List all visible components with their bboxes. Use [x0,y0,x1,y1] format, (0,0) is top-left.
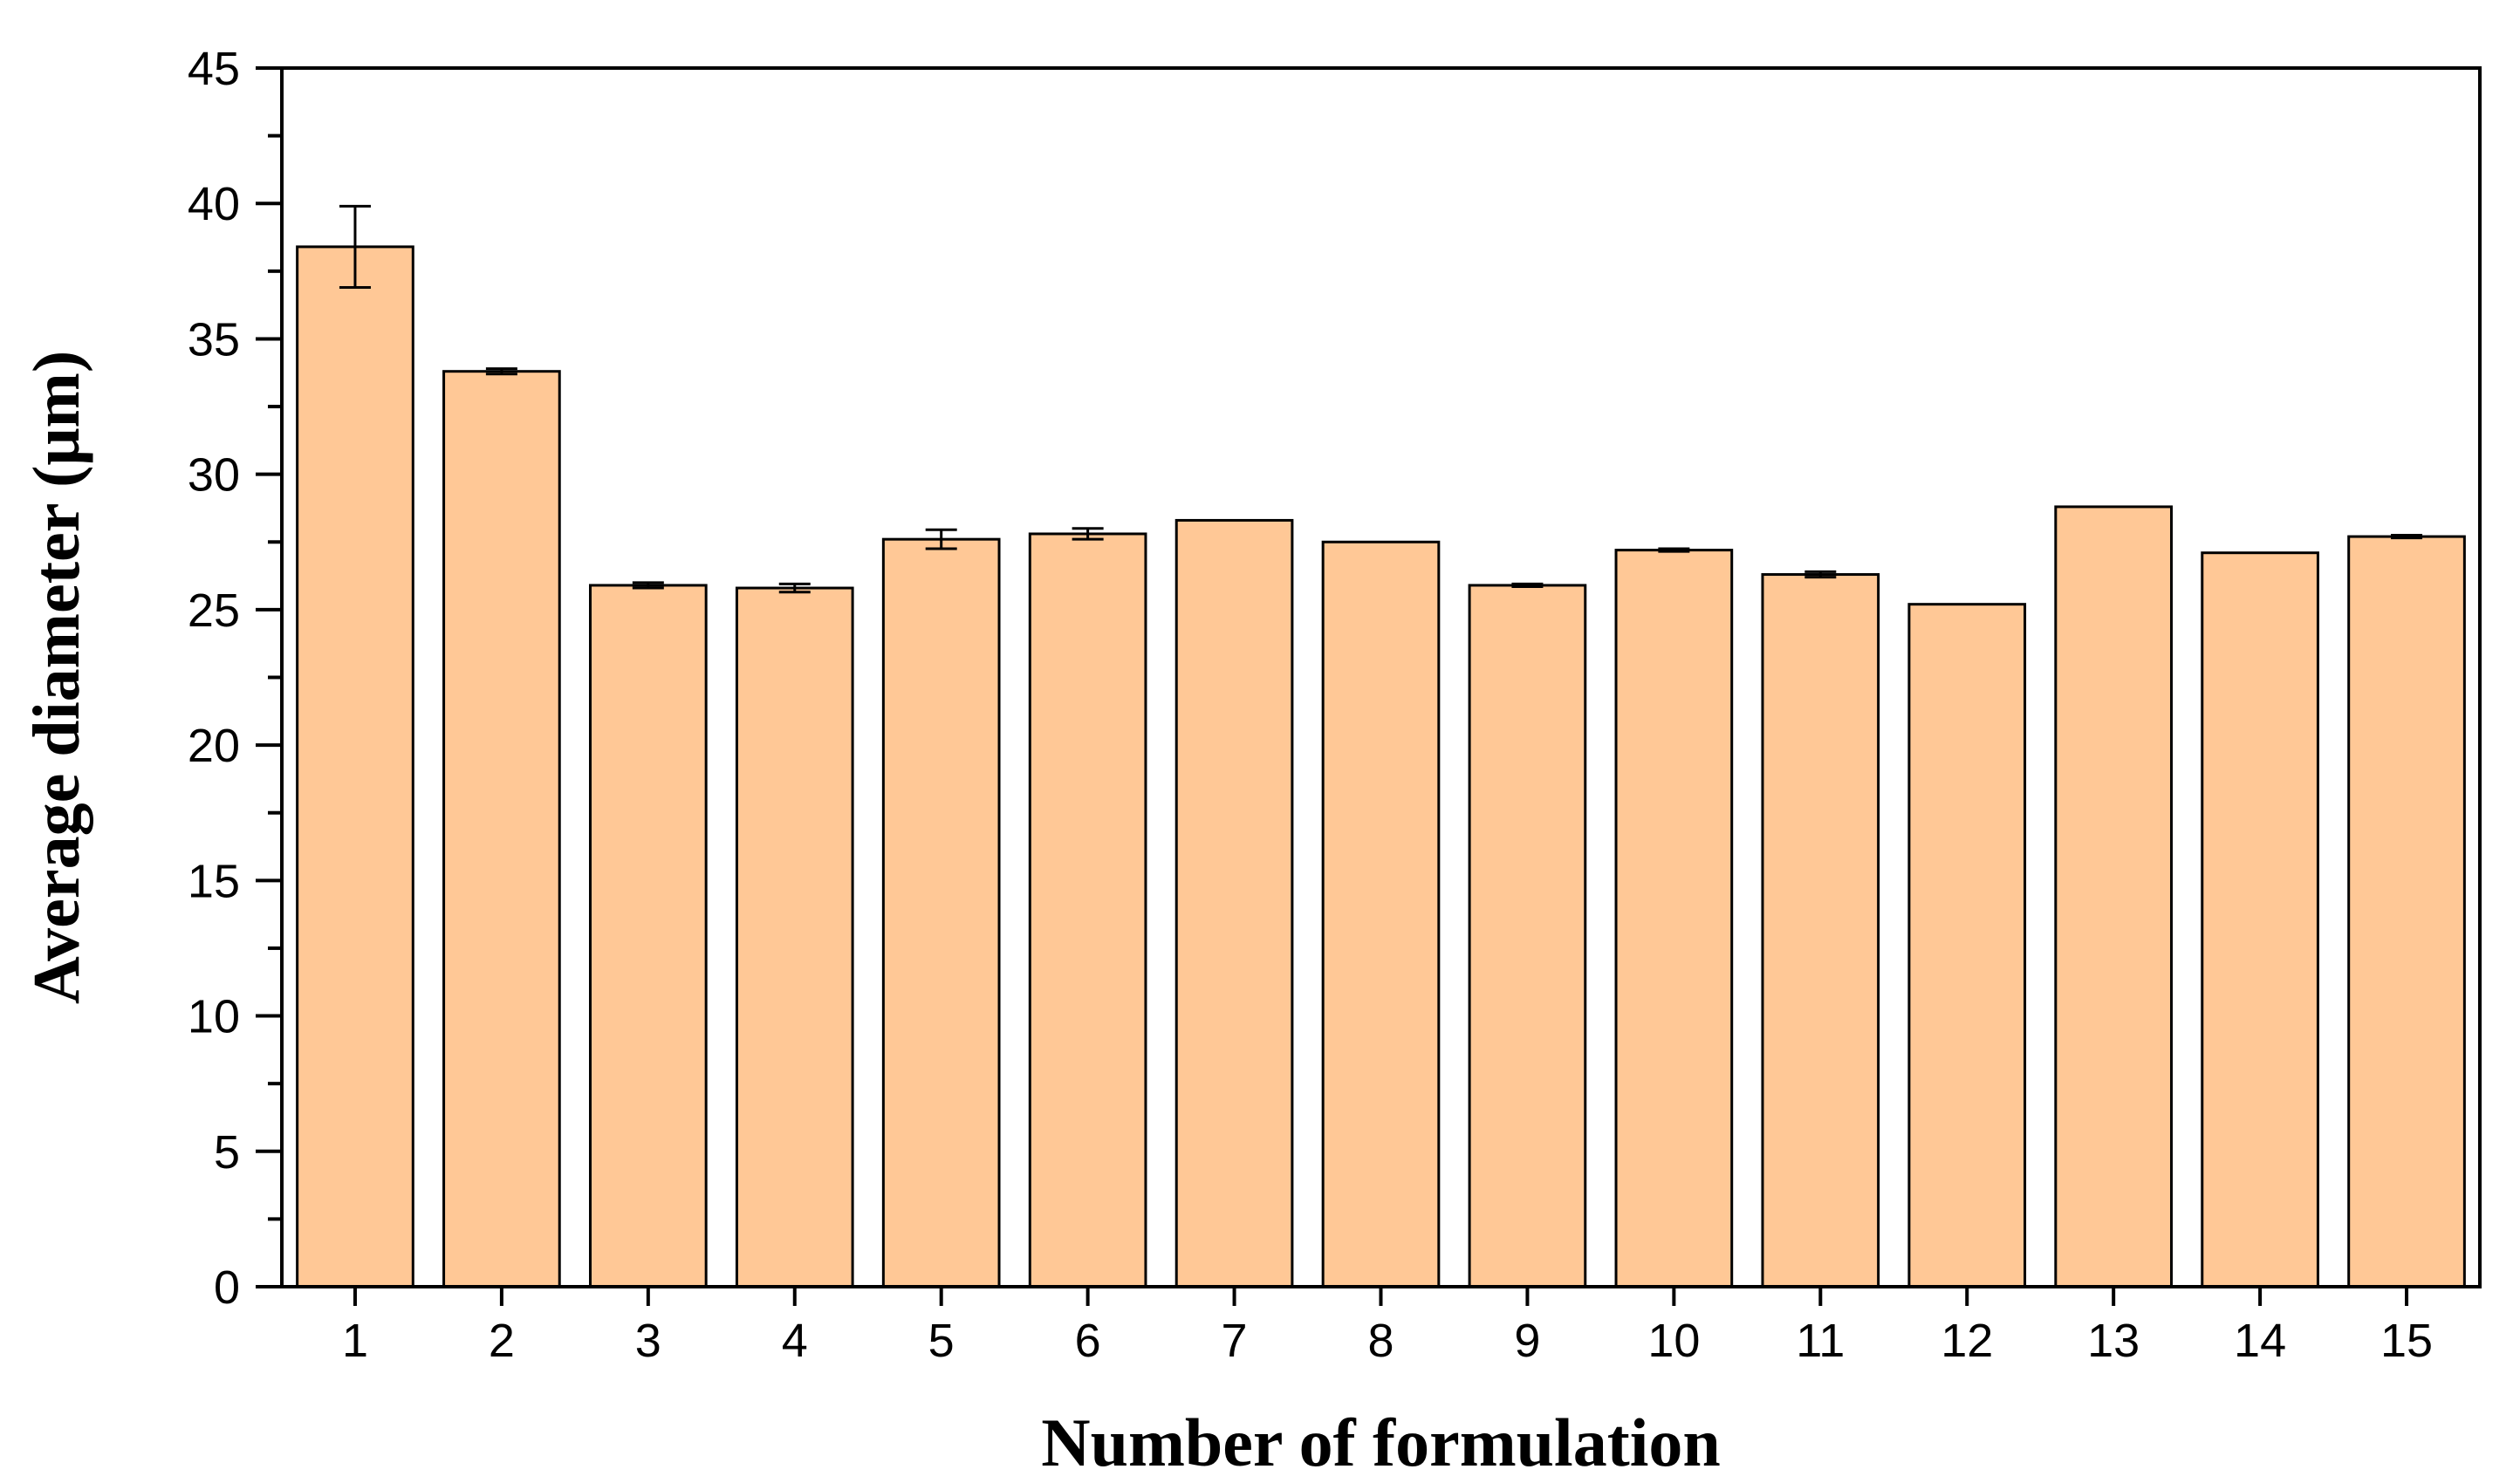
bar-6 [1028,532,1147,1288]
bar-10 [1614,549,1734,1288]
x-tick-label-5: 5 [928,1315,955,1367]
y-tick-label-25: 25 [188,584,240,637]
x-tick-label-15: 15 [2380,1315,2433,1367]
error-bar-9 [1511,582,1544,589]
y-tick-label-0: 0 [214,1261,240,1314]
error-bar-3 [632,581,664,590]
y-tick-label-5: 5 [214,1126,240,1179]
x-tick-label-11: 11 [1796,1315,1845,1367]
x-tick-label-1: 1 [342,1315,368,1367]
error-bar-11 [1804,570,1837,579]
x-tick-label-2: 2 [489,1315,515,1367]
y-tick-label-35: 35 [188,313,240,366]
bar-3 [588,584,708,1288]
error-bar-15 [2391,534,2423,540]
bar-4 [735,586,854,1288]
x-axis-ticks: 1 2 3 4 5 6 7 8 9 10 11 12 13 14 15 [342,1287,2433,1367]
bar-5 [881,537,1001,1288]
y-tick-label-10: 10 [188,991,240,1043]
bar-14 [2201,551,2319,1288]
error-bar-1 [339,204,371,289]
x-axis-title: Number of formulation [1041,1404,1721,1480]
bar-13 [2054,505,2174,1288]
y-tick-label-30: 30 [188,449,240,502]
x-tick-label-7: 7 [1222,1315,1248,1367]
bar-12 [1907,603,2027,1288]
y-tick-label-15: 15 [188,855,240,907]
bar-2 [442,370,561,1288]
error-bar-4 [778,582,811,594]
bars-group [296,245,2466,1288]
x-tick-label-12: 12 [1941,1315,1993,1367]
y-tick-label-20: 20 [188,720,240,772]
bar-9 [1468,584,1587,1288]
x-tick-label-8: 8 [1367,1315,1394,1367]
y-tick-label-45: 45 [188,43,240,95]
error-bar-2 [485,367,517,376]
error-bars-group [339,204,2423,594]
x-tick-label-14: 14 [2234,1315,2286,1367]
x-tick-label-10: 10 [1647,1315,1700,1367]
bar-1 [296,245,414,1288]
bar-15 [2347,535,2466,1288]
y-tick-label-40: 40 [188,178,240,230]
error-bar-10 [1658,547,1690,553]
x-tick-label-6: 6 [1075,1315,1101,1367]
x-tick-label-13: 13 [2087,1315,2140,1367]
x-tick-label-9: 9 [1514,1315,1540,1367]
error-bar-6 [1072,527,1104,541]
bar-8 [1321,540,1441,1288]
error-bar-5 [925,528,957,550]
x-tick-label-4: 4 [782,1315,808,1367]
bar-7 [1174,518,1294,1288]
x-tick-label-3: 3 [635,1315,661,1367]
y-axis-ticks: 0 5 10 15 20 25 30 35 40 45 [188,43,282,1314]
bar-11 [1761,573,1880,1288]
y-axis-title: Average diameter (μm) [20,351,93,1004]
